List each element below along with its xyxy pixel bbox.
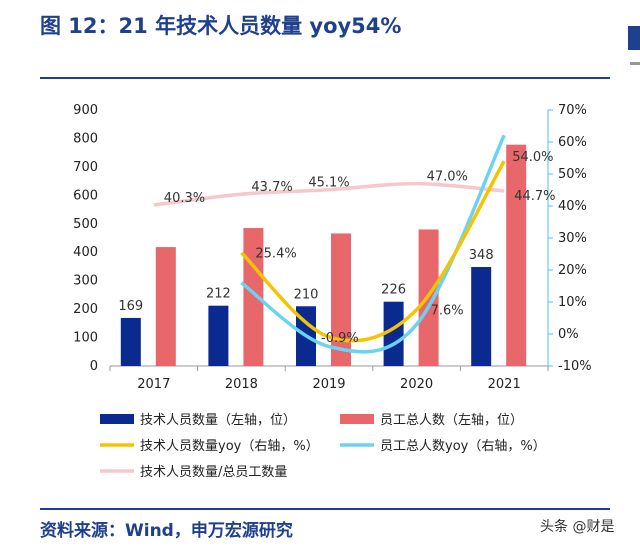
- x-tick-label: 2018: [225, 377, 258, 392]
- right-tick-label: 60%: [558, 135, 587, 150]
- legend-label: 员工总人数（左轴，位）: [380, 413, 523, 428]
- legend-label: 技术人员数量yoy（右轴，%）: [140, 439, 319, 454]
- left-tick-label: 700: [73, 160, 98, 175]
- bar-tech-staff: [120, 317, 141, 366]
- bar-label-tech-staff: 210: [294, 287, 319, 302]
- label-tech-staff-yoy: -0.9%: [321, 331, 359, 346]
- left-tick-label: 400: [73, 245, 98, 260]
- title-rule: [40, 77, 610, 79]
- bar-tech-staff: [383, 301, 404, 366]
- axes: 0 100 200 300 400 500 600 700 800 900 -10% 0% 10% 20%…: [73, 103, 591, 392]
- watermark: 头条 @财是: [540, 519, 615, 535]
- x-tick-label: 2021: [488, 377, 521, 392]
- legend-label: 技术人员数量（左轴，位）: [140, 413, 296, 428]
- left-tick-label: 500: [73, 217, 98, 232]
- legend-swatch: [340, 414, 374, 424]
- bar-total-staff: [331, 233, 351, 366]
- bar-label-tech-staff: 348: [469, 248, 494, 263]
- right-tick-label: -10%: [558, 359, 592, 374]
- label-tech-ratio: 43.7%: [251, 180, 292, 195]
- right-tick-label: 70%: [558, 103, 587, 118]
- right-tick-label: 0%: [558, 327, 579, 342]
- label-tech-ratio: 40.3%: [164, 191, 205, 206]
- series-lines: [153, 134, 506, 354]
- source-note: 资料来源：Wind，申万宏源研究: [40, 521, 293, 541]
- right-tick-label: 40%: [558, 199, 587, 214]
- line-total-staff-yoy: [240, 134, 506, 354]
- left-tick-label: 300: [73, 274, 98, 289]
- right-tick-label: 10%: [558, 295, 587, 310]
- left-tick-label: 600: [73, 188, 98, 203]
- left-tick-label: 900: [73, 103, 98, 118]
- right-tick-label: 30%: [558, 231, 587, 246]
- legend-swatch: [100, 414, 134, 424]
- edge-decoration-line: [630, 62, 640, 65]
- bar-total-staff: [506, 144, 527, 366]
- bar-label-tech-staff: 169: [118, 299, 143, 314]
- label-tech-ratio: 44.7%: [514, 189, 555, 204]
- left-tick-label: 800: [73, 131, 98, 146]
- label-tech-ratio: 45.1%: [308, 176, 349, 191]
- label-tech-staff-yoy: 54.0%: [512, 150, 553, 165]
- line-tech-ratio: [153, 181, 505, 207]
- bar-total-staff: [155, 247, 176, 366]
- x-tick-label: 2020: [400, 377, 433, 392]
- figure-title: 图 12：21 年技术人员数量 yoy54%: [40, 14, 402, 38]
- bar-label-tech-staff: 212: [206, 287, 231, 302]
- legend: 技术人员数量（左轴，位） 员工总人数（左轴，位） 技术人员数量yoy（右轴，%） 员工…: [100, 413, 546, 480]
- legend-label: 员工总人数yoy（右轴，%）: [380, 439, 546, 454]
- right-tick-label: 50%: [558, 167, 587, 182]
- x-tick-label: 2017: [137, 377, 170, 392]
- label-tech-ratio: 47.0%: [427, 170, 468, 185]
- left-tick-label: 200: [73, 302, 98, 317]
- bar-label-tech-staff: 226: [381, 283, 406, 298]
- combo-chart: 0 100 200 300 400 500 600 700 800 900 -10% 0% 10% 20%…: [73, 103, 591, 480]
- left-tick-label: 0: [90, 359, 98, 374]
- label-tech-staff-yoy: 25.4%: [255, 247, 296, 262]
- line-tech-staff-yoy: [240, 160, 506, 343]
- edge-decoration: [628, 26, 640, 50]
- left-tick-label: 100: [73, 331, 98, 346]
- right-tick-label: 20%: [558, 263, 587, 278]
- data-labels: 169 212 210 226 348 40.3% 43.7% 45.1% 47.0% 44.7%…: [118, 150, 555, 346]
- footer-rule: [40, 508, 610, 510]
- label-tech-staff-yoy: 7.6%: [431, 304, 464, 319]
- bar-tech-staff: [471, 267, 492, 366]
- bar-tech-staff: [208, 305, 229, 366]
- legend-label: 技术人员数量/总员工数量: [140, 465, 287, 480]
- x-tick-label: 2019: [312, 377, 345, 392]
